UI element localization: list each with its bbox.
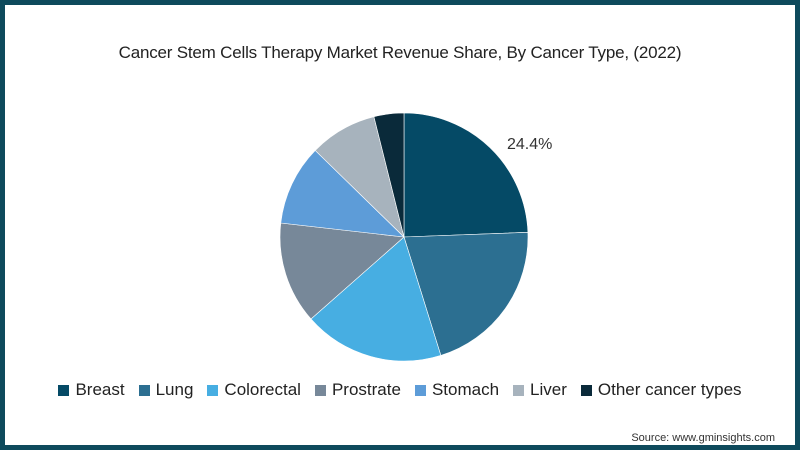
legend-item-liver: Liver xyxy=(513,380,567,400)
legend-item-other-cancer-types: Other cancer types xyxy=(580,380,742,400)
legend-swatch-icon xyxy=(207,384,219,396)
legend-item-stomach: Stomach xyxy=(414,380,500,400)
legend-swatch-icon xyxy=(414,384,426,396)
pie-svg xyxy=(279,112,529,362)
legend-label: Lung xyxy=(155,380,194,399)
pie-chart xyxy=(5,5,800,455)
legend-swatch-icon xyxy=(513,384,525,396)
legend-swatch-icon xyxy=(138,384,150,396)
legend-label: Colorectal xyxy=(224,380,301,399)
pie-slice-lung xyxy=(403,232,529,356)
legend-item-breast: Breast xyxy=(58,380,125,400)
legend-swatch-icon xyxy=(580,384,592,396)
pie-slice-stomach xyxy=(280,150,405,238)
legend-item-colorectal: Colorectal xyxy=(207,380,301,400)
legend-label: Liver xyxy=(530,380,567,399)
legend-label: Other cancer types xyxy=(597,380,742,399)
legend-item-prostrate: Prostrate xyxy=(314,380,401,400)
legend-swatch-icon xyxy=(58,384,70,396)
data-label-breast: 24.4% xyxy=(507,136,553,153)
legend-label: Stomach xyxy=(431,380,500,399)
pie-slice-colorectal xyxy=(310,236,442,362)
legend-label: Prostrate xyxy=(331,380,401,399)
legend-label: Breast xyxy=(75,380,125,399)
pie-slice-breast xyxy=(403,112,529,238)
chart-title: Cancer Stem Cells Therapy Market Revenue… xyxy=(118,43,682,62)
pie-slice-prostrate xyxy=(279,222,405,320)
legend-item-lung: Lung xyxy=(138,380,194,400)
source-note: Source: www.gminsights.com xyxy=(631,432,775,444)
legend: Breast Lung Colorectal Prostrate Stomach Live… xyxy=(5,380,795,400)
pie-slice-other-cancer-types xyxy=(373,112,405,238)
legend-swatch-icon xyxy=(314,384,326,396)
